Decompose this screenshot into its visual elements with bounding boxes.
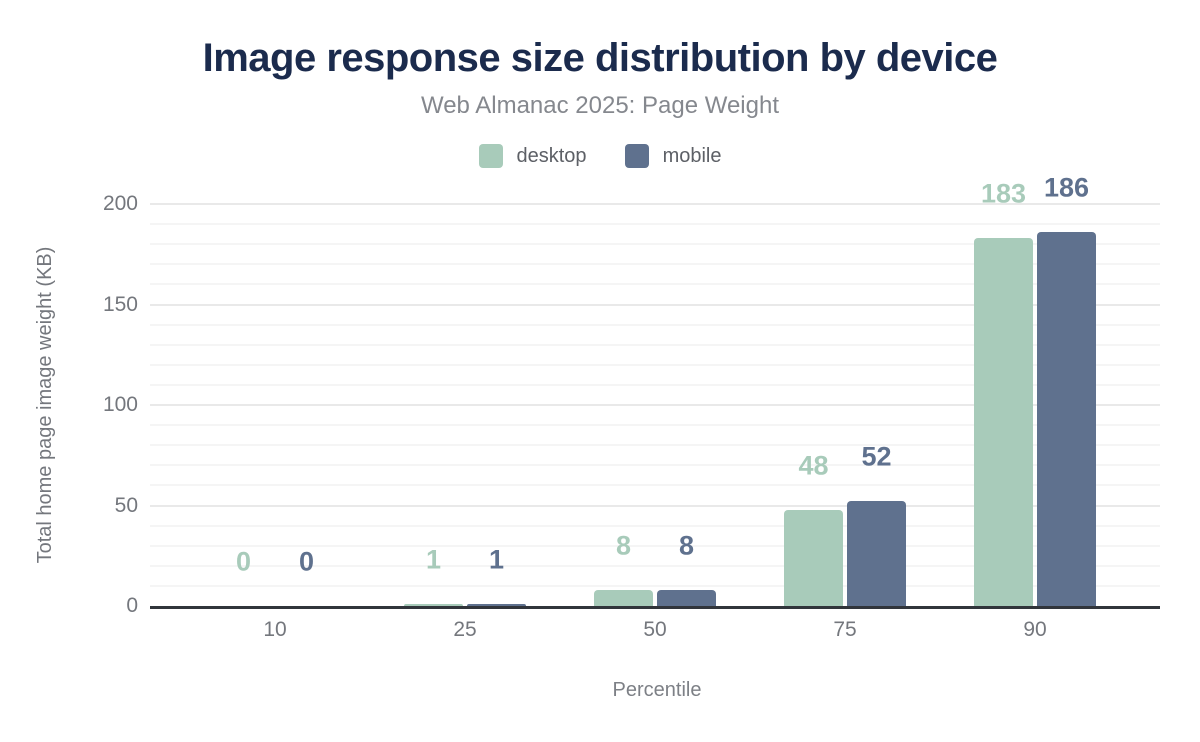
data-label-desktop-p90: 183 bbox=[980, 178, 1027, 209]
gridline-140 bbox=[150, 323, 1160, 326]
gridline-60 bbox=[150, 484, 1160, 487]
data-label-mobile-p25: 1 bbox=[488, 544, 505, 575]
x-tick-label-90: 90 bbox=[1023, 618, 1047, 641]
chart-subtitle: Web Almanac 2025: Page Weight bbox=[420, 92, 779, 119]
gridline-40 bbox=[150, 524, 1160, 527]
legend-swatch-mobile bbox=[624, 144, 649, 168]
bar-desktop-p25[interactable] bbox=[404, 603, 463, 606]
gridline-130 bbox=[150, 343, 1160, 346]
data-label-mobile-p10: 0 bbox=[298, 546, 315, 577]
data-label-desktop-p50: 8 bbox=[615, 530, 632, 561]
gridline-110 bbox=[150, 383, 1160, 386]
gridline-100 bbox=[150, 404, 1160, 406]
legend-item-mobile[interactable]: mobile bbox=[624, 144, 722, 168]
gridline-20 bbox=[150, 564, 1160, 567]
bar-mobile-p25[interactable] bbox=[467, 603, 526, 606]
gridline-30 bbox=[150, 544, 1160, 547]
gridline-170 bbox=[150, 263, 1160, 266]
y-tick-label-50: 50 bbox=[114, 493, 138, 517]
data-label-desktop-p10: 0 bbox=[235, 546, 252, 577]
gridline-200 bbox=[150, 203, 1160, 205]
legend-swatch-desktop bbox=[478, 144, 503, 168]
y-tick-label-0: 0 bbox=[126, 594, 138, 617]
data-label-mobile-p75: 52 bbox=[861, 441, 892, 472]
y-tick-label-150: 150 bbox=[102, 292, 138, 316]
y-tick-label-200: 200 bbox=[102, 192, 138, 215]
gridline-150 bbox=[150, 303, 1160, 306]
data-label-mobile-p50: 8 bbox=[678, 530, 695, 561]
bar-desktop-p90[interactable] bbox=[974, 238, 1033, 606]
chart-title: Image response size distribution by devi… bbox=[202, 36, 998, 80]
legend-item-desktop[interactable]: desktop bbox=[478, 144, 587, 168]
data-label-desktop-p75: 48 bbox=[798, 450, 829, 481]
x-tick-label-10: 10 bbox=[263, 618, 287, 641]
data-label-mobile-p90: 186 bbox=[1043, 172, 1090, 203]
data-label-desktop-p25: 1 bbox=[425, 544, 442, 575]
x-tick-label-50: 50 bbox=[643, 618, 667, 641]
legend-label: desktop bbox=[516, 144, 587, 167]
bar-mobile-p90[interactable] bbox=[1037, 232, 1096, 606]
x-tick-label-75: 75 bbox=[833, 618, 857, 641]
gridline-10 bbox=[150, 584, 1160, 587]
y-tick-label-100: 100 bbox=[102, 393, 138, 416]
x-axis-line bbox=[150, 606, 1160, 609]
bar-desktop-p50[interactable] bbox=[594, 589, 653, 606]
x-tick-label-25: 25 bbox=[453, 618, 477, 641]
gridline-160 bbox=[150, 283, 1160, 286]
bar-mobile-p75[interactable] bbox=[847, 501, 906, 606]
gridline-80 bbox=[150, 444, 1160, 447]
x-axis-title: Percentile bbox=[612, 679, 702, 701]
gridline-90 bbox=[150, 424, 1160, 427]
gridline-70 bbox=[150, 464, 1160, 467]
gridline-50 bbox=[150, 504, 1160, 507]
gridline-190 bbox=[150, 223, 1160, 226]
bar-desktop-p75[interactable] bbox=[784, 509, 843, 606]
bar-mobile-p50[interactable] bbox=[657, 589, 716, 606]
legend: desktop mobile bbox=[0, 142, 1200, 170]
gridline-180 bbox=[150, 243, 1160, 246]
gridline-120 bbox=[150, 363, 1160, 366]
legend-label: mobile bbox=[662, 144, 722, 167]
